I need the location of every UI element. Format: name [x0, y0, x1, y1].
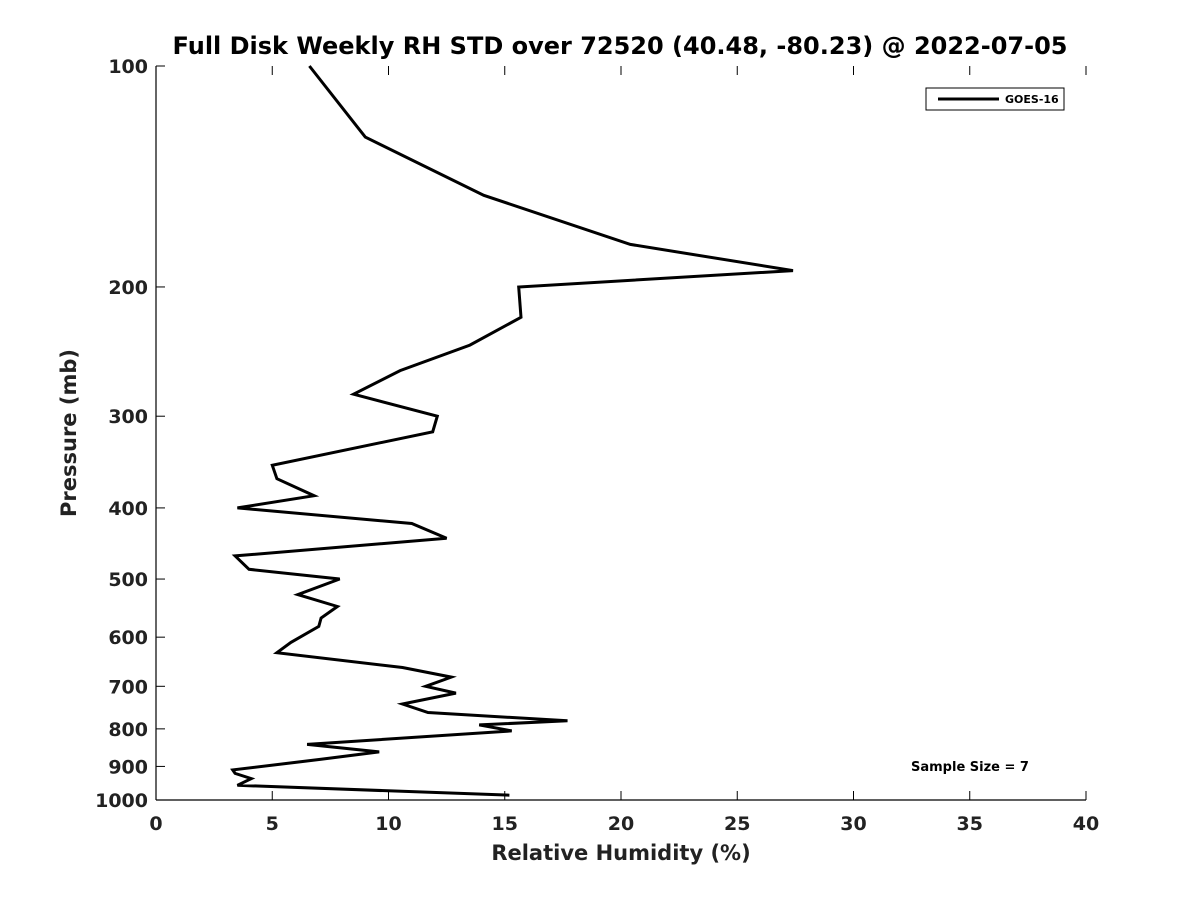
x-tick-label-10: 10: [375, 813, 401, 835]
x-axis-label: Relative Humidity (%): [491, 841, 750, 865]
y-tick-label-300: 300: [108, 406, 148, 428]
x-tick-label-20: 20: [608, 813, 634, 835]
y-tick-label-800: 800: [108, 719, 148, 741]
x-tick-label-5: 5: [266, 813, 279, 835]
x-tick-label-0: 0: [149, 813, 162, 835]
y-tick-label-900: 900: [108, 756, 148, 778]
y-tick-group: 100 200 300 400 500 600 700 800 900 1000: [95, 56, 165, 812]
y-tick-label-500: 500: [108, 569, 148, 591]
y-tick-label-1000: 1000: [95, 790, 148, 812]
y-tick-label-700: 700: [108, 676, 148, 698]
y-tick-label-400: 400: [108, 498, 148, 520]
x-tick-label-40: 40: [1073, 813, 1099, 835]
y-axis-label: Pressure (mb): [57, 349, 81, 517]
x-tick-label-30: 30: [840, 813, 866, 835]
legend: GOES-16: [925, 87, 1065, 111]
y-tick-label-100: 100: [108, 56, 148, 78]
x-tick-group: 0 5 10 15 20 25 30 35 40: [149, 66, 1099, 835]
y-tick-label-600: 600: [108, 627, 148, 649]
sample-size-annotation: Sample Size = 7: [911, 760, 1029, 775]
x-tick-label-35: 35: [957, 813, 983, 835]
y-tick-label-200: 200: [108, 277, 148, 299]
x-tick-label-25: 25: [724, 813, 750, 835]
legend-label-goes-16: GOES-16: [1005, 93, 1059, 106]
series-line-goes-16: [230, 65, 794, 797]
x-tick-label-15: 15: [492, 813, 518, 835]
chart-title: Full Disk Weekly RH STD over 72520 (40.4…: [173, 32, 1068, 60]
series-layer: [230, 65, 794, 797]
